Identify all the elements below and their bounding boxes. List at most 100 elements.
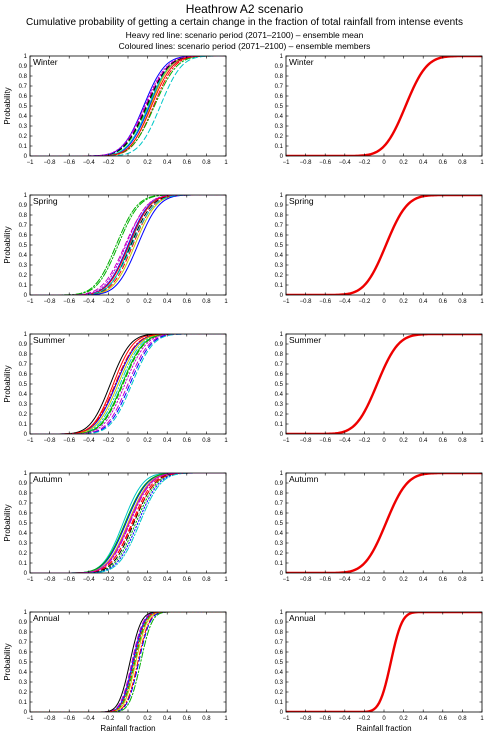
season-label: Autumn bbox=[289, 474, 319, 484]
y-tick-label: 0.3 bbox=[19, 263, 28, 269]
x-tick-label: −0.4 bbox=[83, 438, 96, 444]
legend-note-members: Coloured lines: scenario period (2071–21… bbox=[118, 41, 371, 51]
y-tick-label: 0 bbox=[280, 293, 284, 299]
x-tick-label: 0.2 bbox=[399, 160, 408, 166]
y-tick-label: 0.7 bbox=[275, 640, 284, 646]
x-tick-label: 0.4 bbox=[163, 438, 172, 444]
y-tick-label: 0.6 bbox=[275, 94, 284, 100]
y-tick-label: 0.2 bbox=[275, 273, 284, 279]
axes-box bbox=[285, 55, 483, 157]
x-tick-label: 0 bbox=[382, 160, 386, 166]
ensemble-mean-line bbox=[286, 612, 482, 712]
y-tick-label: 0.6 bbox=[19, 511, 28, 517]
series-group bbox=[286, 612, 482, 712]
season-label: Winter bbox=[289, 57, 314, 67]
y-tick-label: 0.5 bbox=[275, 243, 284, 249]
y-tick-label: 0.1 bbox=[275, 422, 284, 428]
y-tick-label: 1 bbox=[24, 54, 28, 60]
y-tick-label: 1 bbox=[280, 193, 284, 199]
x-tick-label: 0 bbox=[126, 716, 130, 722]
x-tick-label: 1 bbox=[224, 299, 228, 305]
x-tick-label: 0.2 bbox=[143, 438, 152, 444]
season-label: Autumn bbox=[33, 474, 63, 484]
y-tick-label: 0.4 bbox=[19, 392, 28, 398]
ensemble-member-line bbox=[30, 56, 226, 156]
y-tick-label: 0.7 bbox=[275, 501, 284, 507]
x-tick-label: −0.6 bbox=[319, 438, 332, 444]
x-tick-label: −0.6 bbox=[63, 438, 76, 444]
y-tick-label: 0.2 bbox=[19, 551, 28, 557]
x-tick-label: 0.8 bbox=[202, 160, 211, 166]
series-group bbox=[30, 334, 226, 434]
y-tick-label: 0.4 bbox=[19, 114, 28, 120]
x-tick-label: −0.6 bbox=[63, 716, 76, 722]
x-axis-label: Rainfall fraction bbox=[356, 724, 411, 733]
x-tick-label: −0.2 bbox=[358, 577, 371, 583]
y-tick-label: 0.4 bbox=[19, 670, 28, 676]
ensemble-member-line bbox=[30, 612, 226, 712]
ensemble-member-line bbox=[30, 195, 226, 295]
subplot-summer-members: −1 −0.8 −0.6 −0.4 −0.2 0 0.2 0.4 0.6 0.8 1 0 0.1 0.2 0… bbox=[3, 332, 228, 444]
y-tick-label: 0.8 bbox=[19, 630, 28, 636]
x-tick-label: 0.6 bbox=[439, 299, 448, 305]
subplot-spring-members: −1 −0.8 −0.6 −0.4 −0.2 0 0.2 0.4 0.6 0.8 1 0 0.1 0.2 0… bbox=[3, 193, 228, 305]
season-label: Spring bbox=[289, 196, 314, 206]
x-tick-label: 0.6 bbox=[439, 577, 448, 583]
x-tick-label: 0.6 bbox=[183, 299, 192, 305]
y-tick-label: 0.4 bbox=[275, 392, 284, 398]
y-tick-label: 0 bbox=[24, 571, 28, 577]
ensemble-member-line bbox=[30, 612, 226, 712]
subplot-annual-members: −1 −0.8 −0.6 −0.4 −0.2 0 0.2 0.4 0.6 0.8 1 0 0.1 0.2 0… bbox=[3, 610, 228, 733]
x-tick-label: 0.8 bbox=[202, 299, 211, 305]
y-tick-label: 0.1 bbox=[275, 700, 284, 706]
y-tick-label: 0.1 bbox=[19, 700, 28, 706]
x-tick-label: 0 bbox=[126, 577, 130, 583]
ensemble-member-line bbox=[30, 473, 226, 573]
axes-box bbox=[285, 333, 483, 435]
y-tick-label: 0.5 bbox=[275, 521, 284, 527]
x-tick-label: −0.4 bbox=[83, 160, 96, 166]
y-tick-label: 0.6 bbox=[275, 650, 284, 656]
y-tick-label: 0.3 bbox=[275, 680, 284, 686]
figure-title: Heathrow A2 scenario bbox=[185, 2, 304, 16]
x-tick-label: −0.2 bbox=[358, 299, 371, 305]
x-tick-label: −1 bbox=[283, 716, 291, 722]
y-tick-label: 0 bbox=[280, 432, 284, 438]
ensemble-member-line bbox=[30, 56, 226, 156]
x-tick-label: −1 bbox=[27, 438, 35, 444]
x-tick-label: −0.6 bbox=[319, 160, 332, 166]
y-tick-label: 0.5 bbox=[19, 243, 28, 249]
ensemble-mean-line bbox=[286, 473, 482, 573]
x-tick-label: 0.6 bbox=[183, 577, 192, 583]
season-label: Winter bbox=[33, 57, 58, 67]
x-tick-label: 0.2 bbox=[399, 577, 408, 583]
ensemble-member-line bbox=[30, 612, 226, 712]
y-tick-label: 0.9 bbox=[19, 620, 28, 626]
y-tick-label: 1 bbox=[280, 471, 284, 477]
x-tick-label: 0.4 bbox=[419, 299, 428, 305]
x-tick-label: 0.8 bbox=[202, 577, 211, 583]
x-tick-label: 1 bbox=[224, 438, 228, 444]
y-tick-label: 0.3 bbox=[275, 402, 284, 408]
x-tick-label: 0.2 bbox=[399, 438, 408, 444]
x-tick-label: −0.6 bbox=[63, 577, 76, 583]
y-tick-label: 0.5 bbox=[19, 382, 28, 388]
x-tick-label: 0.4 bbox=[419, 438, 428, 444]
x-tick-label: 0.2 bbox=[143, 299, 152, 305]
y-axis-label: Probability bbox=[3, 226, 12, 263]
y-tick-label: 0.3 bbox=[275, 124, 284, 130]
y-tick-label: 0.5 bbox=[19, 104, 28, 110]
y-tick-label: 0.7 bbox=[19, 362, 28, 368]
ensemble-member-line bbox=[30, 56, 226, 156]
x-tick-label: −0.8 bbox=[44, 160, 57, 166]
y-tick-label: 0.6 bbox=[275, 233, 284, 239]
y-tick-label: 0.3 bbox=[19, 124, 28, 130]
x-tick-label: 0.8 bbox=[458, 160, 467, 166]
ensemble-member-line bbox=[30, 612, 226, 712]
subplot-annual-mean: −1 −0.8 −0.6 −0.4 −0.2 0 0.2 0.4 0.6 0.8 1 0 0.1 0.2 0… bbox=[275, 610, 485, 733]
y-tick-label: 1 bbox=[280, 610, 284, 616]
x-tick-label: 1 bbox=[480, 299, 484, 305]
x-tick-label: −0.6 bbox=[319, 299, 332, 305]
x-tick-label: −0.4 bbox=[339, 577, 352, 583]
x-tick-label: −0.2 bbox=[102, 716, 115, 722]
